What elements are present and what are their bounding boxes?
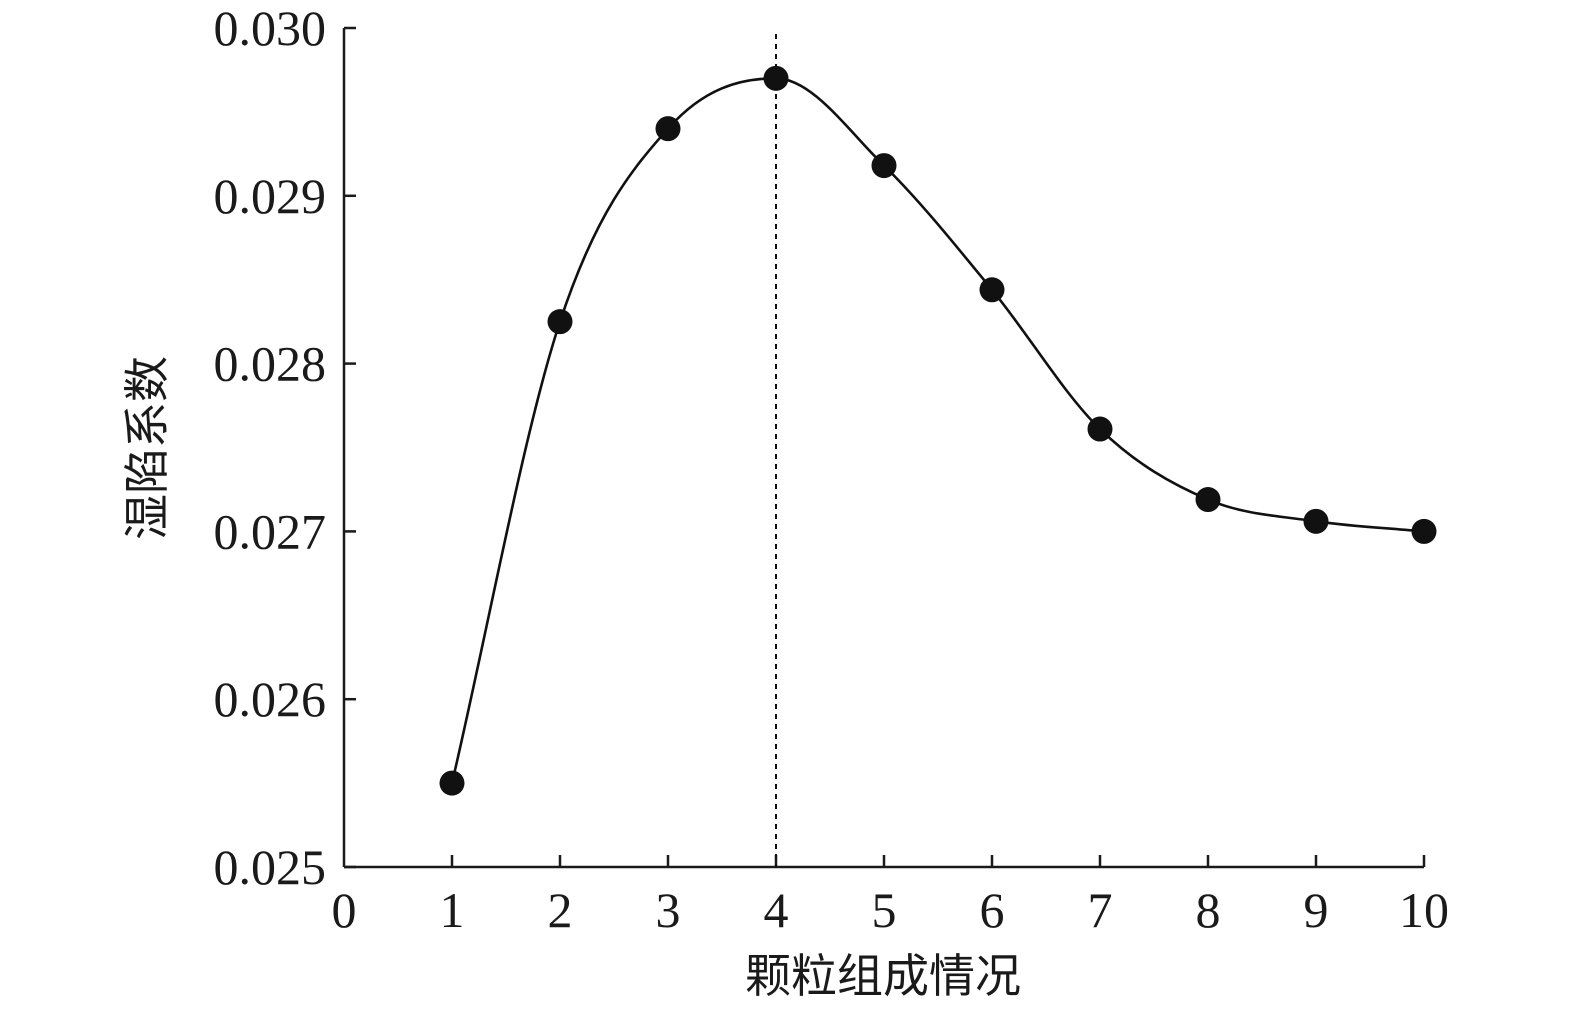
data-point	[979, 277, 1005, 303]
x-tick-label: 8	[1196, 882, 1221, 938]
x-tick-label: 9	[1304, 882, 1329, 938]
y-ticks: 0.025 0.026 0.027 0.028 0.029 0.030	[214, 0, 356, 895]
y-tick-label: 0.030	[214, 0, 327, 56]
series-line	[450, 77, 1425, 784]
y-tick-label: 0.028	[214, 336, 327, 392]
x-tick-label: 5	[872, 882, 897, 938]
data-point	[655, 116, 681, 142]
x-tick-label: 4	[764, 882, 789, 938]
x-tick-label: 2	[548, 882, 573, 938]
x-tick-label: 6	[980, 882, 1005, 938]
x-tick-label: 7	[1088, 882, 1113, 938]
y-axis-title: 湿陷系数	[120, 356, 174, 540]
data-point	[1087, 416, 1113, 442]
series-markers	[439, 65, 1437, 796]
y-tick-label: 0.029	[214, 168, 327, 224]
x-tick-label: 1	[440, 882, 465, 938]
x-tick-label: 3	[656, 882, 681, 938]
x-axis-title: 颗粒组成情况	[745, 949, 1021, 1003]
data-point	[763, 65, 789, 91]
x-tick-label: 10	[1399, 882, 1449, 938]
x-ticks: 0 1 2 3 4 5 6 7 8 9 10	[332, 855, 1449, 938]
data-point	[1303, 508, 1329, 534]
x-tick-label: 0	[332, 882, 357, 938]
data-point	[547, 309, 573, 335]
data-point	[871, 153, 897, 179]
data-point	[1411, 518, 1437, 544]
y-tick-label: 0.027	[214, 503, 327, 559]
y-tick-label: 0.025	[214, 839, 327, 895]
y-tick-label: 0.026	[214, 671, 327, 727]
data-point	[439, 770, 465, 796]
data-point	[1195, 487, 1221, 513]
